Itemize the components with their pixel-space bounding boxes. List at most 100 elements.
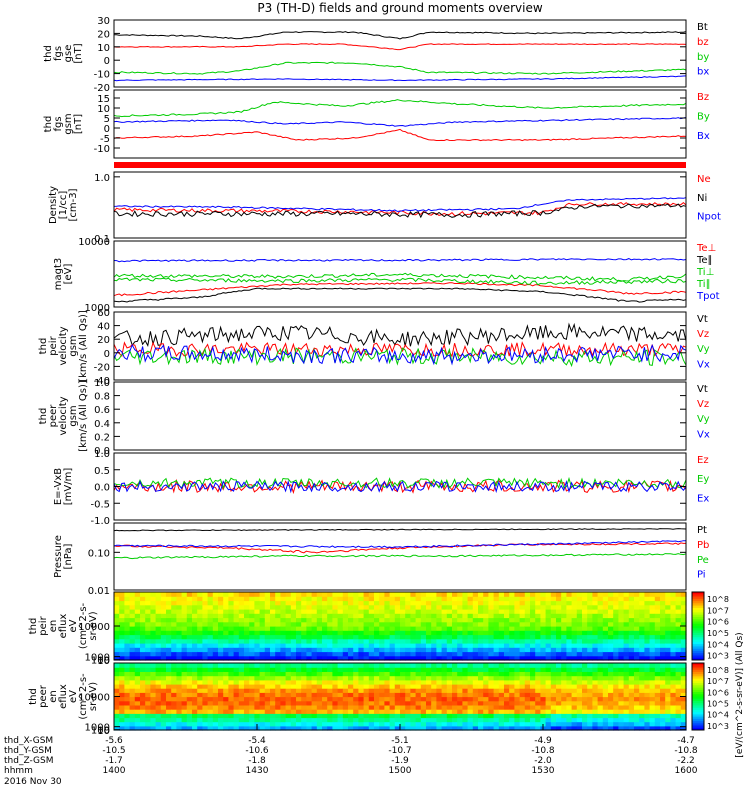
spectrogram-cell: [379, 717, 385, 723]
spectrogram-cell: [452, 643, 458, 648]
spectrogram-cell: [545, 651, 552, 657]
spectrogram-cell: [150, 675, 157, 681]
spectrogram-cell: [254, 704, 261, 710]
spectrogram-cell: [670, 713, 677, 719]
spectrogram-cell: [264, 621, 271, 627]
spectrogram-cell: [171, 709, 177, 714]
spectrogram-cell: [176, 671, 183, 677]
x-tick-label: 1400: [103, 766, 126, 776]
spectrogram-cell: [400, 721, 406, 727]
spectrogram-cell: [270, 655, 276, 661]
spectrogram-cell: [207, 655, 214, 661]
spectrogram-cell: [426, 700, 432, 706]
spectrogram-cell: [639, 683, 645, 689]
spectrogram-cell: [639, 679, 645, 685]
spectrogram-cell: [654, 600, 661, 606]
spectrogram-cell: [275, 704, 281, 710]
spectrogram-cell: [150, 671, 157, 677]
spectrogram-cell: [238, 596, 245, 602]
spectrogram-cell: [576, 592, 583, 597]
spectrogram-cell: [207, 609, 214, 614]
spectrogram-cell: [197, 688, 203, 693]
spectrogram-cell: [675, 626, 682, 631]
spectrogram-cell: [129, 604, 136, 610]
spectrogram-cell: [400, 630, 406, 636]
spectrogram-cell: [327, 717, 333, 723]
y-axis-label: peer: [48, 404, 59, 428]
spectrogram-cell: [410, 704, 417, 710]
spectrogram-cell: [342, 609, 349, 614]
spectrogram-cell: [623, 621, 630, 627]
spectrogram-cell: [634, 725, 640, 731]
spectrogram-cell: [680, 725, 687, 731]
spectrogram-cell: [207, 634, 214, 640]
spectrogram-cell: [316, 688, 323, 693]
spectrogram-cell: [348, 717, 354, 723]
spectrogram-cell: [155, 725, 162, 731]
spectrogram-cell: [498, 634, 505, 640]
spectrogram-cell: [504, 692, 510, 698]
spectrogram-cell: [228, 663, 235, 668]
spectrogram-cell: [129, 688, 136, 693]
spectrogram-cell: [249, 592, 255, 597]
spectrogram-cell: [379, 679, 385, 685]
spectrogram-cell: [353, 671, 359, 677]
spectrogram-cell: [134, 725, 141, 731]
spectrogram-cell: [540, 647, 547, 653]
spectrogram-cell: [457, 655, 463, 661]
spectrogram-cell: [405, 655, 411, 661]
spectrogram-cell: [306, 592, 313, 597]
spectrogram-cell: [394, 692, 401, 698]
spectrogram-cell: [493, 626, 500, 631]
spectrogram-cell: [483, 647, 489, 653]
panel-frame: [113, 19, 687, 88]
spectrogram-cell: [296, 626, 302, 631]
y-tick-label: 0: [104, 56, 110, 67]
spectrogram-cell: [649, 688, 656, 693]
spectrogram-cell: [342, 667, 349, 672]
spectrogram-cell: [368, 634, 375, 640]
spectrogram-cell: [441, 643, 448, 648]
spectrogram-cell: [660, 663, 666, 668]
spectrogram-cell: [405, 717, 411, 723]
spectrogram-cell: [660, 709, 666, 714]
spectrogram-cell: [566, 651, 573, 657]
colorbar-cell: [692, 716, 704, 720]
spectrogram-cell: [561, 651, 567, 657]
spectrogram-cell: [420, 717, 427, 723]
spectrogram-cell: [244, 630, 250, 636]
spectrogram-cell: [327, 600, 333, 606]
spectrogram-cell: [462, 634, 469, 640]
spectrogram-cell: [134, 663, 141, 668]
y-axis-label: peer: [38, 684, 49, 708]
spectrogram-cell: [426, 634, 432, 640]
spectrogram-cell: [405, 700, 411, 706]
spectrogram-cell: [285, 617, 292, 623]
spectrogram-cell: [316, 683, 323, 689]
spectrogram-cell: [140, 638, 146, 644]
spectrogram-cell: [264, 667, 271, 672]
spectrogram-cell: [405, 621, 411, 627]
spectrogram-cell: [436, 713, 443, 719]
spectrogram-cell: [238, 688, 245, 693]
spectrogram-cell: [576, 725, 583, 731]
spectrogram-cell: [316, 671, 323, 677]
y-tick-label: 20: [97, 29, 110, 40]
spectrogram-cell: [124, 692, 131, 698]
colorbar-cell: [692, 687, 704, 691]
spectrogram-cell: [244, 604, 250, 610]
spectrogram-cell: [582, 638, 588, 644]
spectrogram-cell: [566, 721, 573, 727]
spectrogram-cell: [597, 634, 604, 640]
y-tick-label: 10000: [78, 237, 110, 248]
spectrogram-cell: [166, 621, 172, 627]
spectrogram-cell: [160, 704, 167, 710]
spectrogram-cell: [301, 626, 307, 631]
spectrogram-cell: [644, 725, 651, 731]
spectrogram-cell: [472, 621, 479, 627]
spectrogram-cell: [119, 604, 125, 610]
spectrogram-cell: [415, 626, 422, 631]
spectrogram-cell: [405, 704, 411, 710]
spectrogram-cell: [202, 609, 209, 614]
spectrogram-cell: [259, 643, 266, 648]
